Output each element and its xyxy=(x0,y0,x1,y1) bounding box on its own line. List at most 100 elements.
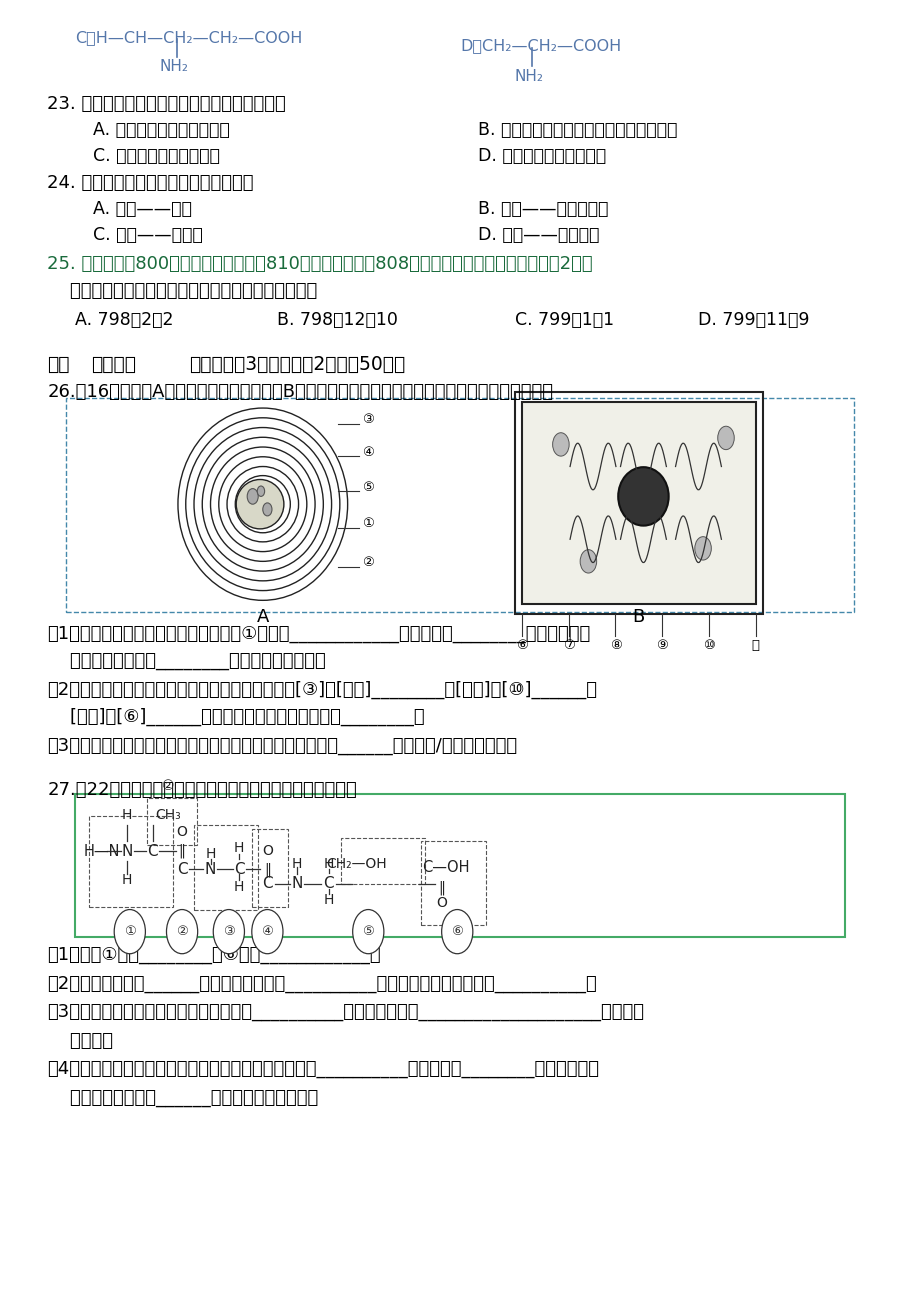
Text: A. 798、2和2: A. 798、2和2 xyxy=(74,311,173,328)
Text: （2）在蓝藻细胞和水绵细胞中，它们共有的结构有[③]和[　　]________，[　　]和[⑩]______，: （2）在蓝藻细胞和水绵细胞中，它们共有的结构有[③]和[ ]________，[… xyxy=(47,681,596,699)
Circle shape xyxy=(694,536,710,560)
Text: （1）与水绵细胞相比较，蓝藻细胞由于①上没有____________，因而属于________细胞；水绵细: （1）与水绵细胞相比较，蓝藻细胞由于①上没有____________，因而属于_… xyxy=(47,625,590,643)
Text: ①: ① xyxy=(361,517,373,530)
Circle shape xyxy=(166,910,198,954)
Text: （3）由于蓝藻细胞和水绵细胞都能进行光合作用，因而属于______（自养型/异养型）生物。: （3）由于蓝藻细胞和水绵细胞都能进行光合作用，因而属于______（自养型/异养… xyxy=(47,737,516,755)
Text: N: N xyxy=(205,862,216,876)
Text: O: O xyxy=(262,844,273,858)
Text: H: H xyxy=(233,841,244,855)
Text: C—OH: C—OH xyxy=(422,861,470,875)
Text: ④: ④ xyxy=(361,445,373,458)
Text: H: H xyxy=(291,857,301,871)
Text: D. 蛋白质的空间结构不同: D. 蛋白质的空间结构不同 xyxy=(478,147,606,165)
Circle shape xyxy=(552,432,569,456)
Text: B. 组成蛋白质的氨基酸的种类和数量不同: B. 组成蛋白质的氨基酸的种类和数量不同 xyxy=(478,121,677,139)
Circle shape xyxy=(352,910,383,954)
Text: D. 799、11和9: D. 799、11和9 xyxy=(698,311,809,328)
Circle shape xyxy=(257,486,265,496)
Text: （4）在形成该化合物时所产生的水中，氢来自于羧基和__________，氧来自于________；其失去的水: （4）在形成该化合物时所产生的水中，氢来自于羧基和__________，氧来自于… xyxy=(47,1060,598,1078)
Text: CH₃: CH₃ xyxy=(155,807,181,822)
Text: C. 氨基酸的排列顺序不同: C. 氨基酸的排列顺序不同 xyxy=(93,147,220,165)
Circle shape xyxy=(717,426,733,449)
Text: ⑦: ⑦ xyxy=(562,639,574,652)
Text: D、CH₂—CH₂—COOH: D、CH₂—CH₂—COOH xyxy=(460,38,620,53)
Circle shape xyxy=(252,910,283,954)
Text: H—N: H—N xyxy=(84,844,120,858)
Text: （1）图中①表示________；⑥表示____________。: （1）图中①表示________；⑥表示____________。 xyxy=(47,947,380,963)
Text: ⑪: ⑪ xyxy=(751,639,759,652)
Text: NH₂: NH₂ xyxy=(159,59,188,73)
Text: ②: ② xyxy=(361,556,373,569)
Text: 结构式为: 结构式为 xyxy=(47,1031,113,1049)
Text: 24. 下列关于蛋白质功能的举例合理的是: 24. 下列关于蛋白质功能的举例合理的是 xyxy=(47,174,254,193)
Text: 23. 生物体内蛋白质千差万别，其原因不可能是: 23. 生物体内蛋白质千差万别，其原因不可能是 xyxy=(47,95,286,113)
Text: 26.（16分）如图A为蓝藻细胞结构示意图，B为水绵细胞的结构示意图。请据图分析完成下列问题：: 26.（16分）如图A为蓝藻细胞结构示意图，B为水绵细胞的结构示意图。请据图分析… xyxy=(47,383,552,401)
Text: H: H xyxy=(205,846,215,861)
Text: C: C xyxy=(176,862,187,876)
Text: B. 798、12和10: B. 798、12和10 xyxy=(277,311,397,328)
Text: ‖: ‖ xyxy=(178,844,186,858)
Text: O: O xyxy=(436,896,447,910)
Text: 链的蛋白质共有肽键、氨基和羧基的数目依次分别为: 链的蛋白质共有肽键、氨基和羧基的数目依次分别为 xyxy=(47,283,317,299)
Text: B. 运输——唾液淀粉酶: B. 运输——唾液淀粉酶 xyxy=(478,201,608,219)
Text: （3）该化合物中氨基酸的种类不同，是由__________决定，其编号是____________________，肽键的: （3）该化合物中氨基酸的种类不同，是由__________决定，其编号是____… xyxy=(47,1003,643,1021)
Text: （2）该化合物是由______个氨基酸分子通过__________方式形成的，该化合物叫__________。: （2）该化合物是由______个氨基酸分子通过__________方式形成的，该… xyxy=(47,974,596,992)
Text: ②: ② xyxy=(176,926,187,939)
Text: ③: ③ xyxy=(361,413,373,426)
Text: ⑩: ⑩ xyxy=(702,639,714,652)
Text: ⑨: ⑨ xyxy=(655,639,667,652)
Text: A: A xyxy=(256,608,268,626)
FancyBboxPatch shape xyxy=(65,397,854,612)
FancyBboxPatch shape xyxy=(74,794,845,937)
FancyBboxPatch shape xyxy=(521,402,755,604)
Text: 非选择题: 非选择题 xyxy=(91,354,136,374)
Text: ‖: ‖ xyxy=(264,862,270,876)
Text: ④: ④ xyxy=(261,926,273,939)
Text: H: H xyxy=(121,807,132,822)
Ellipse shape xyxy=(236,479,284,529)
Text: A. 组成肽键的化学元素不同: A. 组成肽键的化学元素不同 xyxy=(93,121,230,139)
Text: 27.（22分）下面是某物质的结构式，请据图回答下列问题：: 27.（22分）下面是某物质的结构式，请据图回答下列问题： xyxy=(47,781,357,799)
Text: H: H xyxy=(233,880,244,894)
Text: ⑤: ⑤ xyxy=(362,926,374,939)
Circle shape xyxy=(263,503,272,516)
Text: ‖: ‖ xyxy=(437,880,445,894)
Text: ⑧: ⑧ xyxy=(609,639,620,652)
Text: N: N xyxy=(290,876,302,891)
Text: C: C xyxy=(262,876,272,891)
Text: B: B xyxy=(632,608,644,626)
Text: H: H xyxy=(121,872,132,887)
Text: （本题包括3小题，每空2分，共50分）: （本题包括3小题，每空2分，共50分） xyxy=(189,354,405,374)
Text: ⑥: ⑥ xyxy=(516,639,528,652)
Text: 25. 现有氨基酸800个，其中氨基总数为810个，羧基总数为808个，则由这些氨基酸合成的含有2条肽: 25. 现有氨基酸800个，其中氨基总数为810个，羧基总数为808个，则由这些… xyxy=(47,255,592,272)
Text: 分子数与图中数字______所示的结构数目相同。: 分子数与图中数字______所示的结构数目相同。 xyxy=(47,1088,318,1107)
Text: H: H xyxy=(323,893,334,907)
Text: ⑤: ⑤ xyxy=(361,480,373,493)
Text: CH₂—OH: CH₂—OH xyxy=(325,857,386,871)
Text: C: C xyxy=(147,844,158,858)
Text: D. 免疫——血红蛋白: D. 免疫——血红蛋白 xyxy=(478,227,599,245)
Circle shape xyxy=(441,910,472,954)
Text: ②: ② xyxy=(162,779,175,793)
Text: N: N xyxy=(121,844,132,858)
Circle shape xyxy=(114,910,145,954)
Ellipse shape xyxy=(618,467,668,526)
Text: NH₂: NH₂ xyxy=(514,69,542,83)
Text: C: C xyxy=(233,862,244,876)
Text: ①: ① xyxy=(124,926,136,939)
Text: [　　]和[⑥]______，这体现了不同类细胞之间的________。: [ ]和[⑥]______，这体现了不同类细胞之间的________。 xyxy=(47,708,425,727)
Text: C. 调节——胰岛素: C. 调节——胰岛素 xyxy=(93,227,203,245)
Text: 二、: 二、 xyxy=(47,354,70,374)
Text: H: H xyxy=(323,857,334,871)
Circle shape xyxy=(247,488,258,504)
Text: C. 799、1和1: C. 799、1和1 xyxy=(515,311,614,328)
Circle shape xyxy=(580,549,596,573)
Text: O: O xyxy=(176,824,187,838)
Text: 胞由于具有〔　〕________，而属于真核细胞。: 胞由于具有〔 〕________，而属于真核细胞。 xyxy=(47,652,325,671)
Circle shape xyxy=(213,910,244,954)
Text: ⑥: ⑥ xyxy=(451,926,462,939)
Text: C: C xyxy=(323,876,334,891)
Text: C、H—CH—CH₂—CH₂—COOH: C、H—CH—CH₂—CH₂—COOH xyxy=(74,30,301,46)
Text: A. 催化——抗体: A. 催化——抗体 xyxy=(93,201,192,219)
Text: ③: ③ xyxy=(222,926,234,939)
